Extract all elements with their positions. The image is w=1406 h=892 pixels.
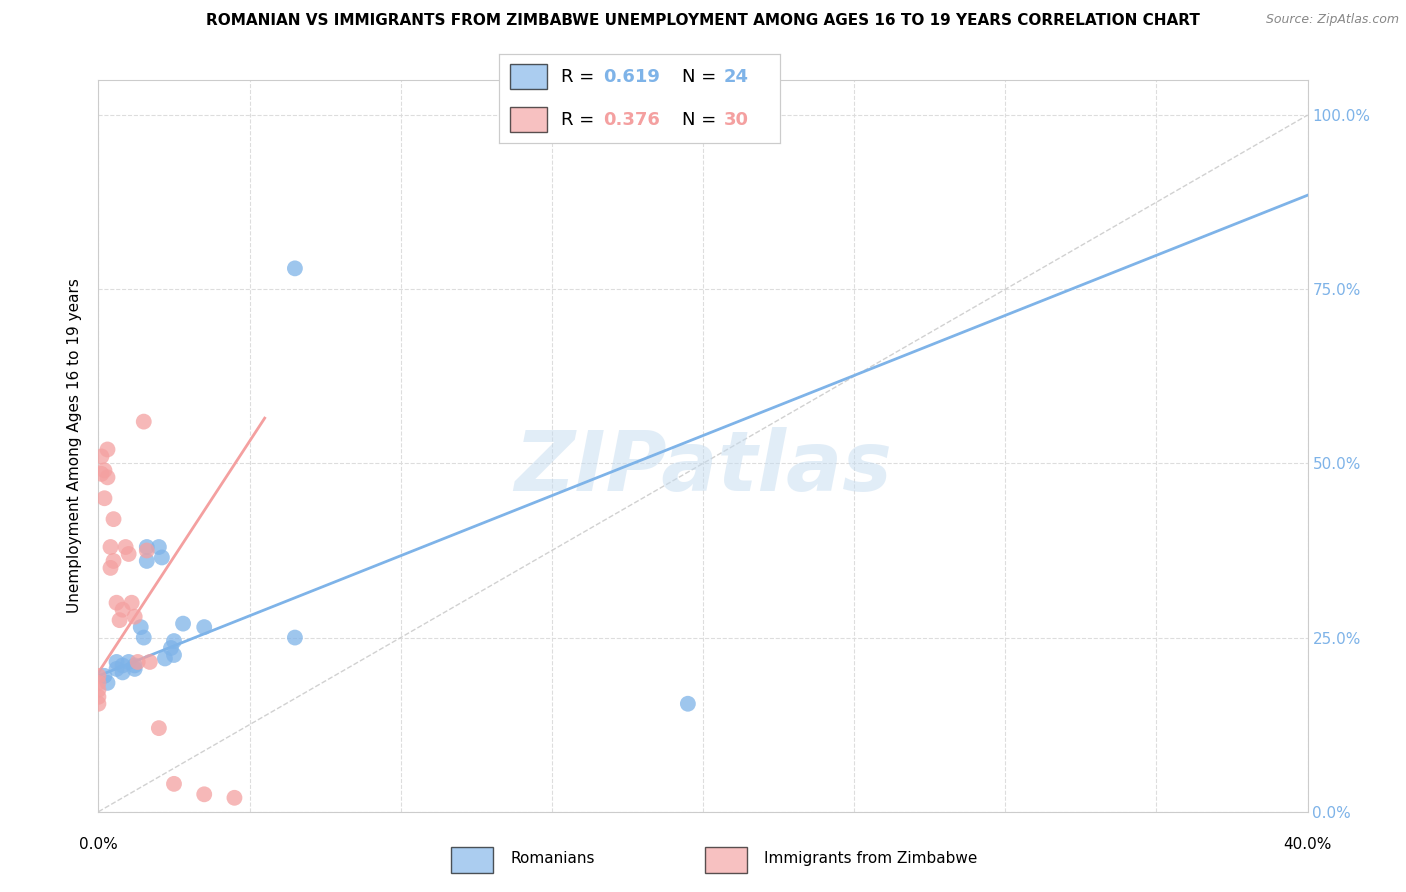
Point — [193, 620, 215, 634]
FancyBboxPatch shape — [451, 847, 492, 872]
Point — [111, 658, 134, 673]
Point — [124, 609, 146, 624]
Text: 30: 30 — [724, 111, 749, 128]
Point — [676, 697, 699, 711]
Point — [135, 540, 157, 554]
Point — [135, 543, 157, 558]
Point — [93, 463, 115, 477]
Y-axis label: Unemployment Among Ages 16 to 19 years: Unemployment Among Ages 16 to 19 years — [67, 278, 83, 614]
Point — [103, 512, 125, 526]
Text: Source: ZipAtlas.com: Source: ZipAtlas.com — [1265, 13, 1399, 27]
Text: ZIPatlas: ZIPatlas — [515, 427, 891, 508]
Point — [129, 620, 152, 634]
Point — [87, 690, 110, 704]
Point — [284, 261, 307, 276]
Point — [108, 613, 131, 627]
Point — [105, 596, 128, 610]
Point — [87, 682, 110, 697]
FancyBboxPatch shape — [510, 64, 547, 89]
Point — [100, 561, 122, 575]
Point — [153, 651, 176, 665]
Point — [163, 777, 186, 791]
Point — [90, 450, 112, 464]
Point — [124, 662, 146, 676]
Point — [139, 655, 162, 669]
Point — [132, 631, 155, 645]
Point — [93, 669, 115, 683]
Text: R =: R = — [561, 111, 600, 128]
Point — [118, 655, 141, 669]
Point — [172, 616, 194, 631]
Point — [193, 787, 215, 801]
Point — [105, 655, 128, 669]
Point — [96, 676, 118, 690]
Point — [96, 442, 118, 457]
Point — [150, 550, 173, 565]
Text: N =: N = — [682, 111, 721, 128]
Point — [163, 648, 186, 662]
Point — [105, 662, 128, 676]
Text: R =: R = — [561, 68, 600, 86]
FancyBboxPatch shape — [510, 107, 547, 132]
Point — [118, 547, 141, 561]
Text: N =: N = — [682, 68, 721, 86]
Point — [160, 640, 183, 655]
Point — [96, 470, 118, 484]
Point — [93, 491, 115, 506]
Text: 0.376: 0.376 — [603, 111, 659, 128]
Point — [124, 658, 146, 673]
Point — [87, 669, 110, 683]
Point — [127, 655, 149, 669]
Point — [148, 540, 170, 554]
Point — [135, 554, 157, 568]
Point — [132, 415, 155, 429]
Point — [224, 790, 246, 805]
Point — [148, 721, 170, 735]
Text: ROMANIAN VS IMMIGRANTS FROM ZIMBABWE UNEMPLOYMENT AMONG AGES 16 TO 19 YEARS CORR: ROMANIAN VS IMMIGRANTS FROM ZIMBABWE UNE… — [207, 13, 1199, 29]
Text: Romanians: Romanians — [510, 851, 595, 866]
Point — [90, 467, 112, 481]
Point — [163, 634, 186, 648]
FancyBboxPatch shape — [706, 847, 747, 872]
Point — [111, 603, 134, 617]
Point — [111, 665, 134, 680]
Text: 24: 24 — [724, 68, 749, 86]
Point — [121, 596, 143, 610]
Text: 0.0%: 0.0% — [79, 837, 118, 852]
Text: 40.0%: 40.0% — [1284, 837, 1331, 852]
Text: 0.619: 0.619 — [603, 68, 659, 86]
Point — [114, 540, 136, 554]
Point — [87, 676, 110, 690]
Point — [103, 554, 125, 568]
Point — [100, 540, 122, 554]
Point — [284, 631, 307, 645]
Text: Immigrants from Zimbabwe: Immigrants from Zimbabwe — [765, 851, 977, 866]
Point — [87, 697, 110, 711]
